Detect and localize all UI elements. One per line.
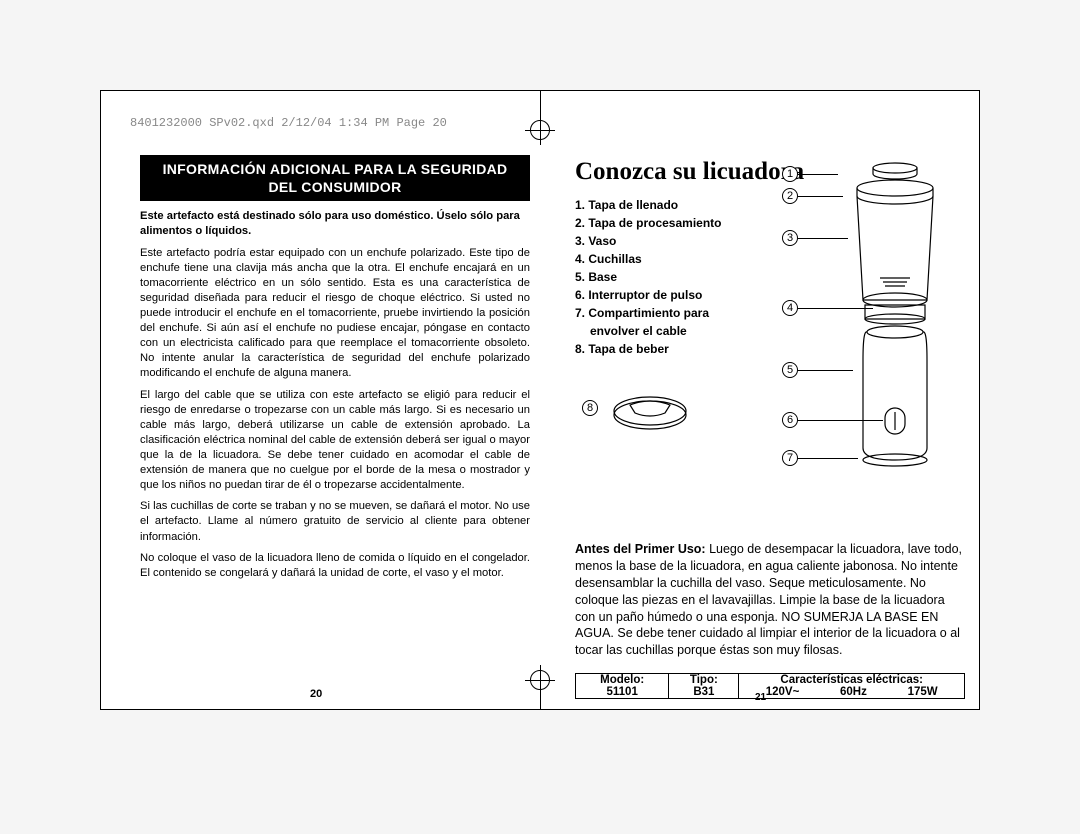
safety-para4: No coloque el vaso de la licuadora lleno… — [140, 551, 530, 581]
drinking-lid-illustration — [610, 395, 690, 435]
blender-diagram: 1 2 3 4 5 6 7 8 — [730, 160, 960, 490]
lead-6 — [798, 420, 883, 421]
spec-watts: 175W — [908, 686, 938, 698]
modelo-val: 51101 — [582, 686, 662, 698]
lead-3 — [798, 238, 848, 239]
crop-mark — [540, 665, 541, 695]
lead-4 — [798, 308, 873, 309]
callout-3: 3 — [782, 230, 798, 246]
callout-1: 1 — [782, 166, 798, 182]
callout-2: 2 — [782, 188, 798, 204]
page-number-right: 21 — [755, 692, 766, 703]
first-use-body: Luego de desempacar la licuadora, lave t… — [575, 542, 962, 657]
lead-2 — [798, 196, 843, 197]
spec-hz: 60Hz — [840, 686, 867, 698]
lead-1 — [798, 174, 838, 175]
first-use-bold: Antes del Primer Uso: — [575, 542, 706, 556]
callout-6: 6 — [782, 412, 798, 428]
lead-7 — [798, 458, 858, 459]
callout-7: 7 — [782, 450, 798, 466]
callout-8: 8 — [582, 400, 598, 416]
tipo-val: B31 — [675, 686, 732, 698]
safety-intro: Este artefacto está destinado sólo para … — [140, 209, 530, 239]
left-page: INFORMACIÓN ADICIONAL PARA LA SEGURIDAD … — [140, 155, 530, 581]
callout-5: 5 — [782, 362, 798, 378]
safety-para3: Si las cuchillas de corte se traban y no… — [140, 499, 530, 544]
print-header: 8401232000 SPv02.qxd 2/12/04 1:34 PM Pag… — [130, 116, 447, 130]
spec-voltage: 120V~ — [766, 686, 800, 698]
modelo-label: Modelo: — [582, 674, 662, 686]
safety-para1: Este artefacto podría estar equipado con… — [140, 246, 530, 382]
tipo-label: Tipo: — [675, 674, 732, 686]
carac-label: Características eléctricas: — [745, 674, 958, 686]
safety-para2: El largo del cable que se utiliza con es… — [140, 388, 530, 494]
lead-5 — [798, 370, 853, 371]
page-number-left: 20 — [310, 688, 322, 700]
spec-table: Modelo: 51101 Tipo: B31 Características … — [575, 673, 965, 699]
callout-4: 4 — [782, 300, 798, 316]
crop-mark — [540, 115, 541, 145]
safety-title-box: INFORMACIÓN ADICIONAL PARA LA SEGURIDAD … — [140, 155, 530, 201]
blender-illustration — [835, 160, 955, 480]
first-use-text: Antes del Primer Uso: Luego de desempaca… — [575, 541, 965, 659]
